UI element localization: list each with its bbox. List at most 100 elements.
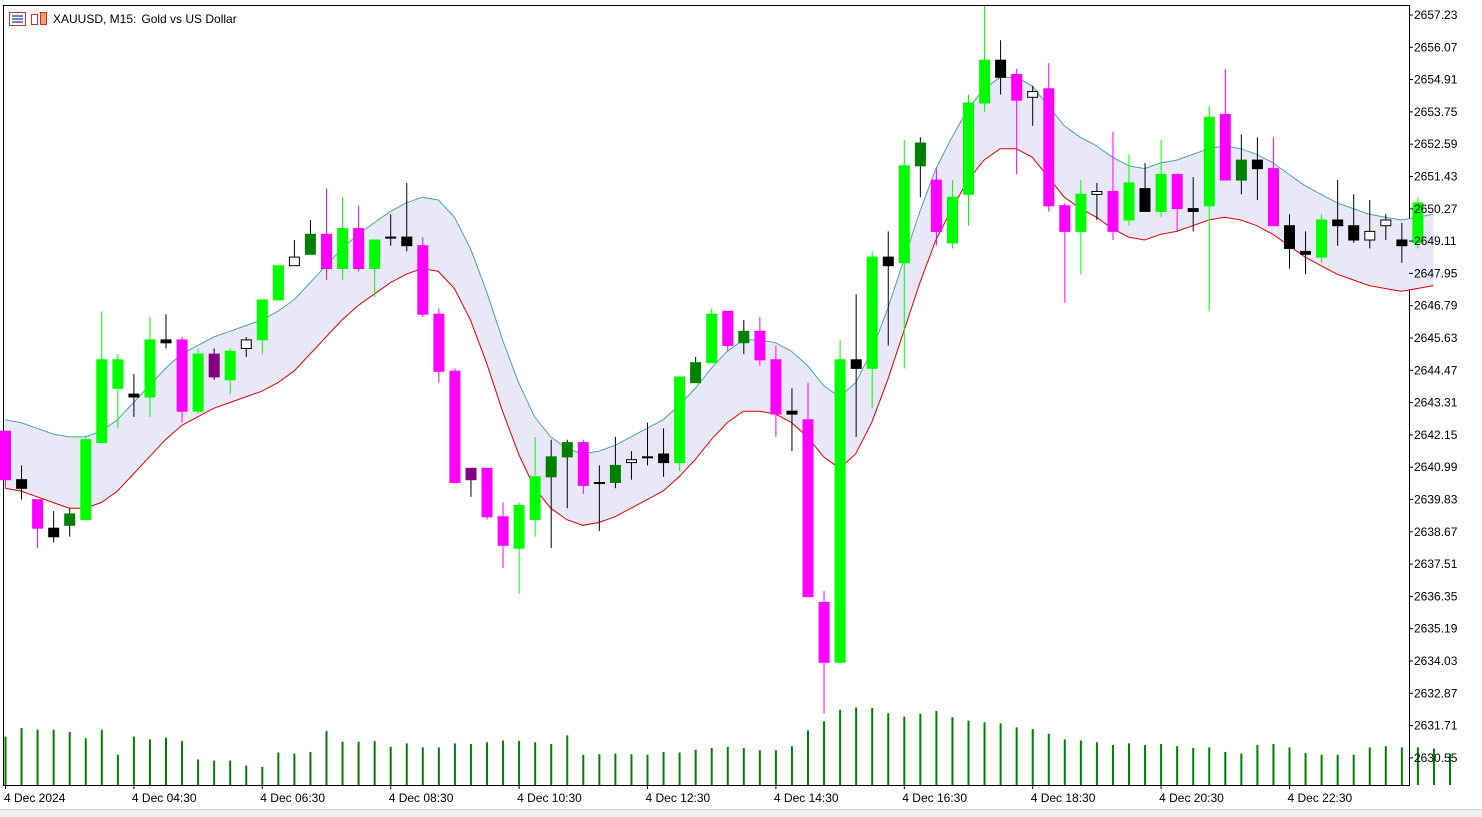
price-tick-label: 2640.99 [1414,460,1458,474]
candle-body [304,233,316,255]
candle [1123,154,1135,226]
candle-body [770,359,782,415]
candle-body [658,453,670,464]
candle [626,451,637,480]
candle [866,251,878,409]
price-tick-label: 2653.75 [1414,105,1458,119]
time-tick-label: 4 Dec 2024 [4,791,66,805]
chart-menu-icon[interactable] [9,12,26,26]
candle-body [690,362,702,384]
candle-body [240,339,252,349]
candle [1011,68,1023,175]
candle [1284,214,1295,269]
candle [1332,180,1344,246]
symbol-timeframe: XAUUSD, M15: [53,12,137,26]
candle-body [144,339,156,398]
envelope-band [4,76,1434,526]
candle [256,299,268,355]
envelope-lower-line [4,148,1434,526]
candle-body [112,359,124,389]
candle-body [1284,225,1295,249]
time-axis[interactable]: 4 Dec 2024 4 Dec 04:30 4 Dec 06:30 4 Dec 08… [4,785,1353,805]
candle-body [674,376,686,464]
candle-body [0,430,11,481]
price-tick-label: 2654.91 [1414,73,1458,87]
candle-body [866,256,878,369]
price-tick-label: 2636.35 [1414,589,1458,603]
symbol-description: Gold vs US Dollar [141,12,237,26]
symbol-icon[interactable] [31,12,48,26]
candle [1139,162,1151,212]
candle [674,376,686,472]
candle-body [722,310,734,346]
candle-body [995,59,1007,78]
candle-body [1171,173,1183,210]
price-tick-label: 2645.63 [1414,331,1458,345]
candle [898,140,910,369]
candle-body [321,233,332,270]
candle [1155,140,1167,218]
candle-body [1011,74,1023,101]
candle-body [465,467,477,481]
candle [545,439,557,549]
candle [96,311,108,444]
candle-body [1268,168,1279,227]
candle-body [1235,159,1247,181]
candle-body [288,256,300,267]
candle [979,6,991,112]
candle-body [1155,173,1167,212]
candle [1203,105,1215,312]
candle-body [898,165,910,264]
candle-body [80,439,92,521]
time-tick-label: 4 Dec 04:30 [132,791,197,805]
candle [288,240,300,267]
candle [1364,200,1376,249]
candle-body [1187,208,1199,213]
candle [240,337,252,357]
candle [1171,173,1183,232]
candle-body [1300,250,1311,255]
candle [0,430,11,489]
candle [192,348,204,414]
price-axis[interactable]: 2657.23 2656.07 2654.91 2653.75 2652.59 2651.… [1409,8,1458,765]
time-tick-label: 4 Dec 08:30 [389,791,454,805]
candle-body [626,459,637,464]
candle-body [947,196,958,244]
candle-body [176,339,188,412]
candle [1091,182,1103,220]
candle-body [192,353,204,412]
candle [1235,134,1247,195]
time-tick-label: 4 Dec 16:30 [902,791,967,805]
candle [1268,137,1279,227]
candle-body [1364,230,1376,241]
candle [176,337,188,423]
candle [160,314,172,349]
time-tick-label: 4 Dec 14:30 [774,791,839,805]
candle-body [1203,116,1215,207]
time-tick-label: 4 Dec 22:30 [1288,791,1353,805]
candle [353,205,365,272]
candle [1316,214,1328,263]
candle [1027,85,1039,126]
candle-body [577,442,589,486]
candle [642,422,653,466]
candle [32,499,44,549]
candle-body [593,482,605,484]
candle [385,214,397,246]
candle [963,94,974,226]
time-tick-label: 4 Dec 10:30 [517,791,582,805]
candle-body [882,256,894,267]
candle [1107,131,1119,240]
candle-body [16,479,28,489]
candle [818,591,830,714]
candle-body [529,476,541,521]
candle [1348,194,1360,243]
price-tick-label: 2650.27 [1414,202,1458,216]
candle [850,294,862,437]
price-tick-label: 2632.87 [1414,686,1458,700]
time-tick-label: 4 Dec 18:30 [1031,791,1096,805]
candle [481,467,493,520]
candle-body [818,601,830,663]
